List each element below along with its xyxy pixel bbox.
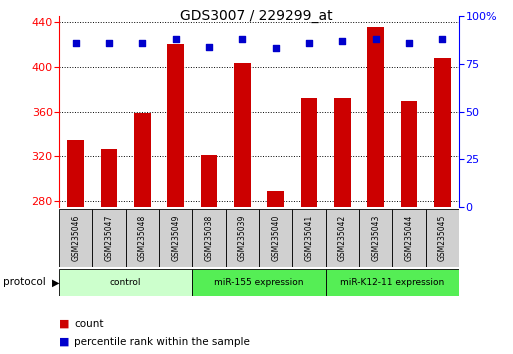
Text: GSM235045: GSM235045 xyxy=(438,215,447,261)
Bar xyxy=(301,98,318,354)
Bar xyxy=(426,209,459,267)
Point xyxy=(271,46,280,51)
Bar xyxy=(326,209,359,267)
Bar xyxy=(167,44,184,354)
Bar xyxy=(134,113,151,354)
Bar xyxy=(67,139,84,354)
Text: GSM235041: GSM235041 xyxy=(305,215,313,261)
Bar xyxy=(292,209,326,267)
Point xyxy=(238,36,246,42)
Point xyxy=(71,40,80,46)
Text: ▶: ▶ xyxy=(52,277,59,287)
Bar xyxy=(267,192,284,354)
Bar xyxy=(192,269,326,296)
Bar xyxy=(126,209,159,267)
Text: GSM235042: GSM235042 xyxy=(338,215,347,261)
Bar xyxy=(101,149,117,354)
Text: protocol: protocol xyxy=(3,277,45,287)
Text: GSM235049: GSM235049 xyxy=(171,215,180,261)
Point xyxy=(205,44,213,49)
Text: GDS3007 / 229299_at: GDS3007 / 229299_at xyxy=(180,9,333,23)
Text: GSM235048: GSM235048 xyxy=(138,215,147,261)
Bar xyxy=(334,98,351,354)
Bar xyxy=(259,209,292,267)
Bar xyxy=(434,58,451,354)
Bar xyxy=(326,269,459,296)
Point xyxy=(438,36,446,42)
Bar xyxy=(92,209,126,267)
Text: GSM235044: GSM235044 xyxy=(405,215,413,261)
Bar xyxy=(192,209,226,267)
Text: control: control xyxy=(110,278,142,287)
Bar xyxy=(59,269,192,296)
Bar xyxy=(234,63,251,354)
Text: ■: ■ xyxy=(59,319,69,329)
Text: miR-K12-11 expression: miR-K12-11 expression xyxy=(340,278,445,287)
Point xyxy=(105,40,113,46)
Bar xyxy=(401,101,418,354)
Bar xyxy=(392,209,426,267)
Bar xyxy=(59,209,92,267)
Bar xyxy=(359,209,392,267)
Point xyxy=(171,36,180,42)
Bar xyxy=(226,209,259,267)
Text: GSM235043: GSM235043 xyxy=(371,215,380,261)
Bar xyxy=(367,27,384,354)
Point xyxy=(305,40,313,46)
Text: percentile rank within the sample: percentile rank within the sample xyxy=(74,337,250,347)
Text: miR-155 expression: miR-155 expression xyxy=(214,278,304,287)
Text: count: count xyxy=(74,319,104,329)
Point xyxy=(371,36,380,42)
Point xyxy=(138,40,146,46)
Text: GSM235040: GSM235040 xyxy=(271,215,280,261)
Text: GSM235039: GSM235039 xyxy=(238,215,247,261)
Text: GSM235047: GSM235047 xyxy=(105,215,113,261)
Text: ■: ■ xyxy=(59,337,69,347)
Bar xyxy=(159,209,192,267)
Bar xyxy=(201,155,218,354)
Point xyxy=(338,38,346,44)
Point xyxy=(405,40,413,46)
Text: GSM235046: GSM235046 xyxy=(71,215,80,261)
Text: GSM235038: GSM235038 xyxy=(205,215,213,261)
